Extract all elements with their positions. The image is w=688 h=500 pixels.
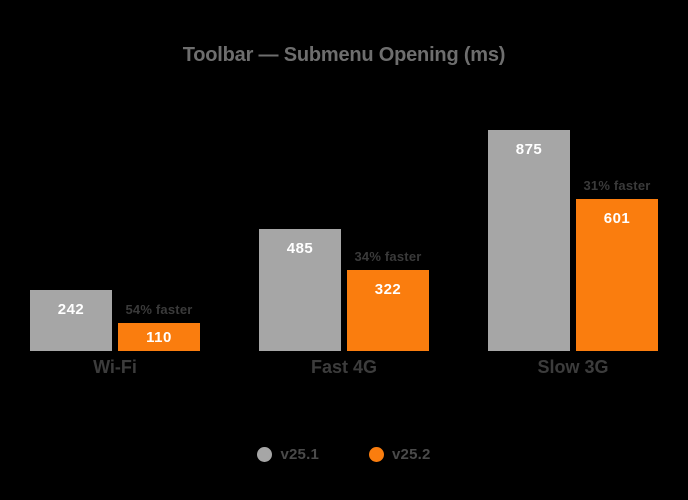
category-label: Wi-Fi — [93, 357, 137, 377]
plot-area: 242 110 54% faster Wi-Fi 485 322 34% faster Fas… — [30, 130, 658, 377]
bar-improved: 322 — [347, 270, 429, 351]
bar-value-label: 875 — [515, 141, 543, 158]
legend-item-v25-1: v25.1 — [257, 446, 319, 463]
bar-baseline: 875 — [488, 130, 570, 351]
bar-value-label: 110 — [146, 328, 172, 346]
bar-value-label: 601 — [603, 210, 631, 227]
bar-baseline: 242 — [30, 290, 112, 351]
chart-title: Toolbar — Submenu Opening (ms) — [182, 44, 506, 66]
faster-annotation: 54% faster — [125, 302, 193, 317]
legend-swatch-orange-icon — [369, 446, 384, 462]
bar-value-label: 485 — [286, 240, 314, 257]
faster-annotation: 31% faster — [583, 178, 651, 193]
bar-improved: 601 — [576, 199, 658, 351]
category-label: Fast 4G — [310, 357, 378, 377]
bar-value-label: 242 — [57, 301, 85, 318]
bar-value-label: 322 — [374, 281, 402, 298]
faster-annotation: 34% faster — [354, 249, 422, 264]
bar-improved: 110 — [118, 323, 200, 351]
legend-label-v25-1: v25.1 — [280, 445, 319, 463]
legend: v25.1 v25.2 — [0, 444, 688, 464]
legend-swatch-gray-icon — [257, 446, 273, 462]
legend-label-v25-2: v25.2 — [392, 445, 431, 463]
category-label: Slow 3G — [537, 357, 609, 377]
legend-item-v25-2: v25.2 — [369, 446, 431, 463]
bar-baseline: 485 — [259, 229, 341, 351]
